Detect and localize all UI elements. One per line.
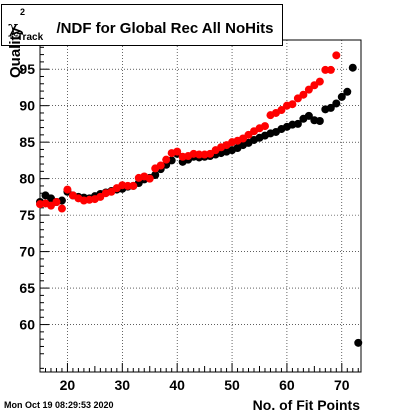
data-point-black (337, 92, 346, 101)
data-point-red (326, 65, 335, 74)
y-tick-label: 95 (19, 61, 35, 77)
x-tick-label: 40 (169, 377, 185, 393)
data-point-red (156, 161, 165, 170)
plot-frame (39, 39, 362, 373)
y-tick-label: 80 (19, 171, 35, 187)
data-point-red (129, 181, 138, 190)
y-tick-label: 70 (19, 244, 35, 260)
x-tick-label: 30 (115, 377, 131, 393)
data-point-red (299, 90, 308, 99)
title-superscript: 2 (20, 7, 26, 17)
title-chi-symbol: χ (8, 18, 19, 38)
data-point-red (288, 100, 297, 109)
data-point-black (343, 87, 352, 96)
x-tick-label: 20 (60, 377, 76, 393)
tick-labels: 20 30 40 50 60 70 60 65 70 75 80 85 90 95 (19, 61, 349, 393)
data-point-red (145, 174, 154, 183)
y-tick-label: 65 (19, 280, 35, 296)
data-point-black (348, 63, 357, 72)
data-point-black (332, 99, 341, 108)
chart-title: χ 2 Track /NDF for Global Rec All NoHits (8, 7, 274, 43)
title-subscript: Track (17, 32, 44, 43)
data-points (36, 51, 363, 347)
y-tick-label: 60 (19, 317, 35, 333)
data-point-red (321, 65, 330, 74)
data-point-red (57, 204, 66, 213)
data-point-black (354, 338, 363, 347)
title-text: /NDF for Global Rec All NoHits (56, 20, 274, 37)
data-point-red (332, 51, 341, 60)
data-point-red (173, 147, 182, 156)
chart-title-box: χ 2 Track /NDF for Global Rec All NoHits (1, 4, 283, 46)
grid-lines (40, 40, 361, 372)
y-tick-label: 75 (19, 207, 35, 223)
data-point-red (123, 181, 132, 190)
x-axis-label: No. of Fit Points (252, 397, 360, 413)
axis-ticks (39, 39, 359, 372)
data-point-red (304, 85, 313, 94)
datestamp: Mon Oct 19 08:29:53 2020 (4, 400, 114, 410)
y-tick-label: 85 (19, 134, 35, 150)
data-point-black (304, 111, 313, 120)
data-point-red (52, 197, 61, 206)
data-point-black (293, 119, 302, 128)
data-point-red (260, 122, 269, 131)
x-tick-label: 60 (279, 377, 295, 393)
x-tick-label: 50 (224, 377, 240, 393)
data-point-red (162, 155, 171, 164)
data-point-red (195, 150, 204, 159)
y-tick-label: 90 (19, 98, 35, 114)
y-axis-label: Quality (7, 27, 24, 78)
data-point-black (326, 103, 335, 112)
data-point-red (315, 77, 324, 86)
data-point-red (277, 106, 286, 115)
data-point-black (315, 116, 324, 125)
x-tick-label: 70 (334, 377, 350, 393)
data-point-red (63, 185, 72, 194)
